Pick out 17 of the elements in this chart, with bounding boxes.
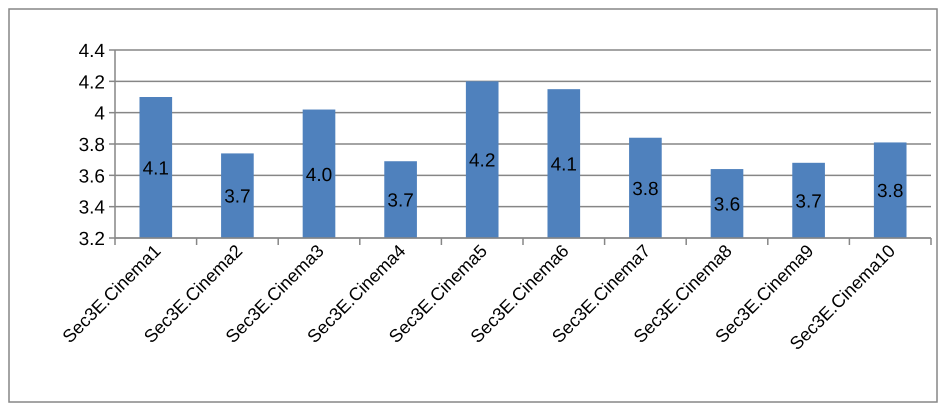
data-label: 4.1	[142, 158, 170, 180]
data-label: 4.2	[468, 150, 496, 172]
data-label: 4.0	[306, 164, 332, 186]
y-tick-label: 3.8	[78, 135, 105, 156]
data-label: 3.7	[387, 190, 414, 212]
data-label: 3.8	[876, 181, 904, 202]
y-tick-label: 3.6	[78, 166, 105, 188]
data-label: 3.6	[714, 194, 740, 216]
y-tick-label: 4.2	[78, 72, 105, 94]
data-label: 4.1	[550, 154, 578, 176]
y-tick-label: 3.4	[78, 198, 106, 219]
data-label: 3.8	[632, 178, 659, 200]
y-tick-label: 4	[94, 104, 106, 125]
data-label: 3.7	[795, 191, 822, 212]
data-label: 3.7	[224, 186, 251, 208]
y-tick-label: 4.4	[78, 41, 106, 62]
y-tick-label: 3.2	[78, 229, 105, 250]
